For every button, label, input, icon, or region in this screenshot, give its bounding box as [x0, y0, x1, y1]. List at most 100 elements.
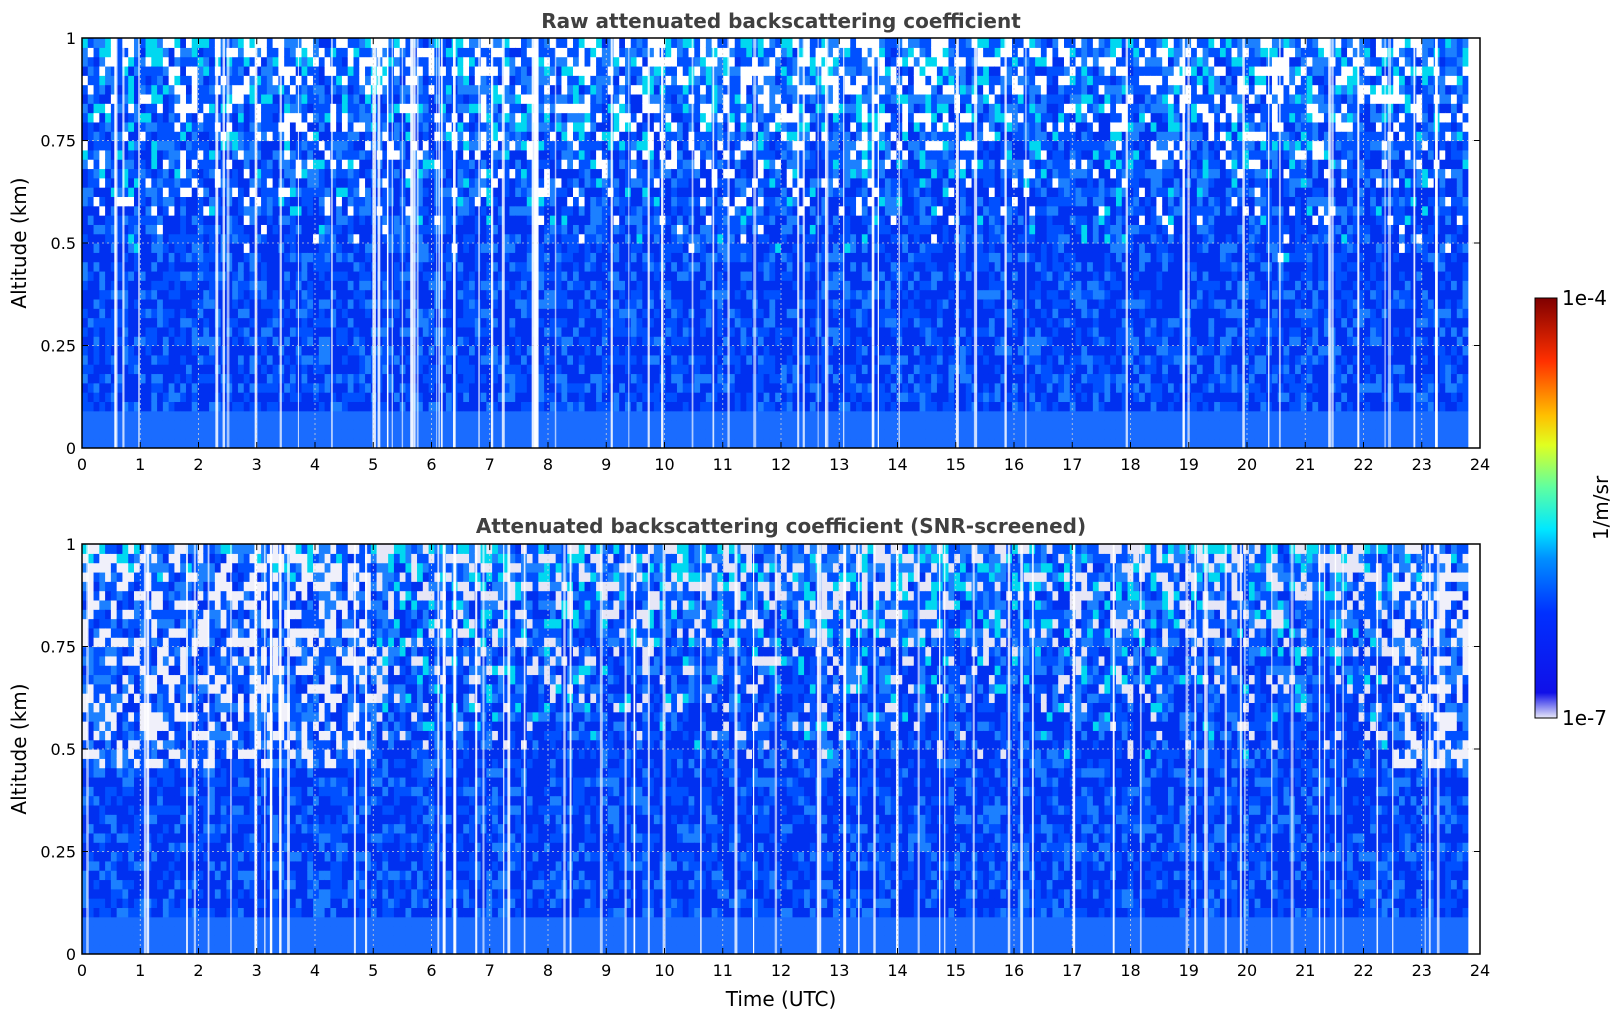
heat-cell: [417, 382, 424, 393]
heat-cell: [457, 364, 464, 375]
heat-cell: [110, 373, 118, 384]
heat-cell: [561, 326, 568, 337]
heat-cell: [624, 438, 632, 448]
heat-cell: [469, 326, 476, 337]
heat-cell: [151, 270, 158, 281]
heat-cell: [324, 75, 331, 86]
heat-cell: [226, 243, 233, 253]
heat-cell: [555, 131, 563, 142]
heat-cell: [393, 140, 401, 151]
heat-cell: [110, 364, 118, 375]
heat-cell: [630, 224, 638, 235]
heat-cell: [717, 326, 724, 337]
heat-cell: [445, 243, 453, 253]
heat-cell: [157, 75, 164, 86]
heat-column: [723, 38, 730, 448]
heat-cell: [105, 270, 112, 281]
heat-cell: [289, 261, 297, 272]
heat-cell: [526, 410, 534, 421]
heat-cell: [174, 382, 181, 393]
heat-cell: [365, 364, 372, 375]
heat-cell: [82, 317, 89, 328]
heat-cell: [168, 429, 176, 440]
heat-cell: [555, 410, 563, 421]
heat-cell: [388, 196, 395, 207]
heat-cell: [474, 354, 482, 365]
heat-cell: [613, 140, 620, 151]
heat-cell: [682, 205, 690, 216]
heat-cell: [405, 149, 412, 160]
heat-cell: [694, 47, 701, 58]
heat-cell: [503, 336, 511, 347]
heat-cell: [365, 382, 372, 393]
heat-cell: [99, 308, 106, 319]
heat-cell: [648, 401, 655, 412]
heat-cell: [289, 401, 297, 412]
heat-cell: [503, 354, 511, 365]
heat-cell: [440, 149, 447, 160]
heat-cell: [440, 75, 447, 86]
heat-cell: [203, 131, 210, 142]
heat-cell: [434, 270, 441, 281]
heat-cell: [515, 410, 522, 421]
heat-cell: [469, 289, 476, 300]
heat-cell: [578, 261, 586, 272]
heat-cell: [653, 345, 661, 356]
heat-cell: [653, 187, 661, 198]
heat-cell: [440, 289, 447, 300]
heat-cell: [145, 243, 152, 253]
heat-cell: [336, 215, 343, 225]
heat-cell: [249, 215, 256, 225]
heat-cell: [232, 38, 239, 48]
heat-cell: [249, 289, 256, 300]
heat-cell: [105, 224, 112, 235]
heat-cell: [619, 103, 626, 114]
heat-cell: [613, 224, 620, 235]
heat-cell: [191, 336, 199, 347]
heat-cell: [549, 373, 557, 384]
heat-cell: [457, 112, 464, 123]
heat-cell: [284, 56, 291, 67]
heat-cell: [469, 401, 476, 412]
heat-cell: [243, 392, 251, 403]
heat-cell: [116, 103, 124, 114]
heat-cell: [261, 382, 268, 393]
heat-cell: [353, 326, 360, 337]
heat-cell: [197, 298, 204, 309]
heat-cell: [237, 308, 245, 319]
heat-cell: [676, 364, 684, 375]
heat-cell: [503, 429, 511, 440]
heat-cell: [445, 140, 453, 151]
heat-cell: [676, 93, 684, 104]
heat-cell: [249, 345, 256, 356]
heat-cell: [596, 205, 603, 216]
heat-cell: [624, 270, 632, 281]
heat-cell: [636, 168, 643, 179]
heat-cell: [393, 354, 401, 365]
heat-cell: [544, 345, 551, 356]
heat-cell: [469, 187, 476, 198]
heat-cell: [555, 270, 563, 281]
heat-cell: [191, 308, 199, 319]
heat-cell: [318, 429, 326, 440]
heat-cell: [578, 159, 586, 170]
heat-cell: [365, 112, 372, 123]
heat-cell: [336, 326, 343, 337]
heat-cell: [243, 177, 251, 188]
heat-cell: [341, 317, 349, 328]
heat-cell: [573, 317, 580, 328]
heat-cell: [289, 289, 297, 300]
heat-cell: [237, 317, 245, 328]
heat-cell: [307, 243, 314, 253]
heat-cell: [116, 410, 124, 421]
heat-cell: [469, 336, 476, 347]
heat-cell: [601, 336, 609, 347]
heat-cell: [457, 149, 464, 160]
heat-cell: [99, 345, 106, 356]
heat-cell: [157, 326, 164, 337]
heat-cell: [203, 308, 210, 319]
heat-cell: [232, 84, 239, 95]
heat-cell: [151, 75, 158, 86]
heat-cell: [243, 401, 251, 412]
heat-cell: [417, 121, 424, 132]
